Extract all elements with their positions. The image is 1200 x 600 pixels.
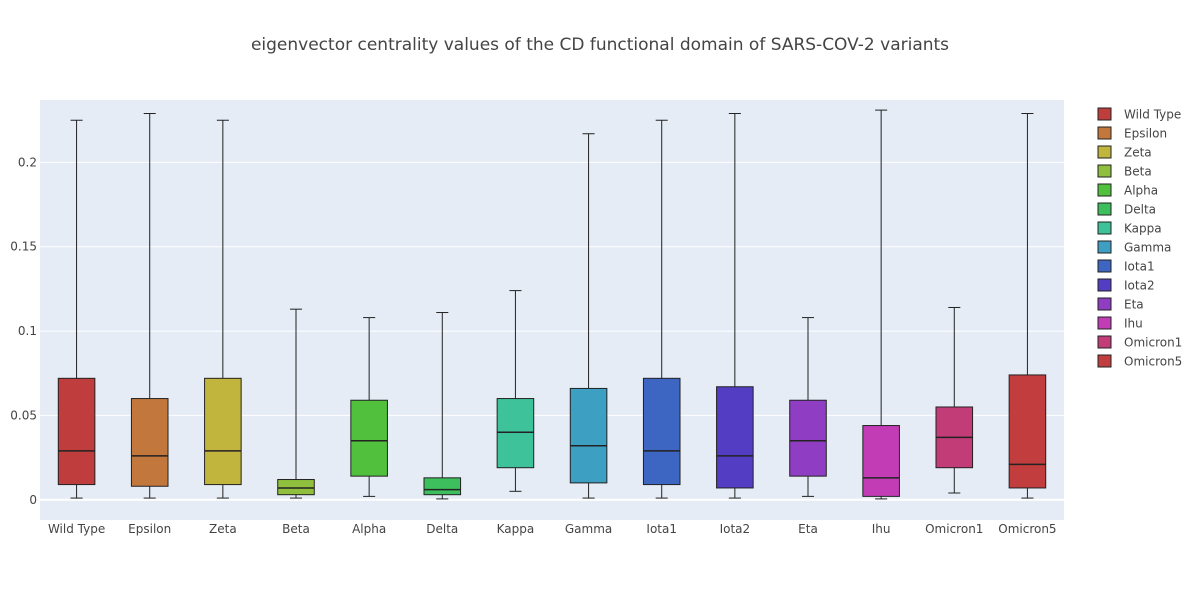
x-tick-label: Ihu [872,522,891,536]
legend-item[interactable]: Beta [1097,164,1152,179]
legend-item[interactable]: Delta [1097,202,1156,217]
legend-label: Eta [1124,298,1144,312]
x-tick-label: Omicron5 [998,522,1056,536]
x-tick-label: Kappa [497,522,535,536]
box-body [569,387,608,484]
legend-item[interactable]: Wild Type [1097,107,1181,122]
box-delta [423,312,462,500]
box-eta [789,317,827,497]
legend-swatch [1097,354,1112,368]
y-tick-label: 0.1 [18,324,37,338]
box-body [350,399,388,477]
y-tick-label: 0.2 [18,155,37,169]
legend-swatch [1097,240,1112,254]
x-tick-label: Delta [426,522,458,536]
x-tick-label: Iota2 [720,522,751,536]
box-alpha [350,317,388,497]
legend-label: Wild Type [1124,108,1181,122]
box-body [1008,374,1047,489]
legend: Wild Type Epsilon Zeta Beta Alpha Delta Kappa G… [1097,107,1182,369]
y-tick-label: 0.05 [10,408,37,422]
legend-label: Iota1 [1124,260,1155,274]
legend-item[interactable]: Epsilon [1097,126,1167,141]
x-tick-label: Beta [282,522,310,536]
x-tick-label: Epsilon [128,522,171,536]
box-gamma [569,133,608,499]
y-tick-label: 0 [29,493,37,507]
legend-label: Zeta [1124,146,1152,160]
box-ihu [862,109,900,500]
legend-swatch [1097,316,1112,330]
box-omicron1 [935,306,974,494]
box-iota1 [642,119,681,499]
box-body [496,398,535,469]
legend-label: Gamma [1124,241,1171,255]
legend-swatch [1097,107,1112,121]
legend-item[interactable]: Gamma [1097,240,1171,255]
legend-label: Alpha [1124,184,1158,198]
legend-swatch [1097,297,1112,311]
legend-label: Beta [1124,165,1152,179]
box-body [423,477,462,496]
x-tick-label: Gamma [565,522,612,536]
legend-label: Iota2 [1124,279,1155,293]
legend-item[interactable]: Zeta [1097,145,1152,160]
box-body [277,479,315,496]
legend-swatch [1097,335,1112,349]
box-epsilon [130,112,169,499]
legend-label: Delta [1124,203,1156,217]
box-body [130,398,169,487]
legend-swatch [1097,221,1112,235]
legend-label: Ihu [1124,317,1143,331]
x-axis-ticks: Wild Type Epsilon Zeta Beta Alpha Delta Kappa G… [48,522,1057,536]
x-tick-label: Alpha [352,522,386,536]
legend-swatch [1097,145,1112,159]
x-tick-label: Zeta [209,522,237,536]
legend-item[interactable]: Alpha [1097,183,1158,198]
y-tick-label: 0.15 [10,240,37,254]
x-tick-label: Eta [798,522,818,536]
legend-label: Omicron5 [1124,355,1182,369]
legend-swatch [1097,183,1112,197]
chart-title: eigenvector centrality values of the CD … [251,35,949,55]
legend-item[interactable]: Omicron5 [1097,354,1182,369]
x-tick-label: Wild Type [48,522,105,536]
box-iota2 [716,112,754,499]
legend-item[interactable]: Kappa [1097,221,1162,236]
legend-swatch [1097,202,1112,216]
legend-item[interactable]: Iota2 [1097,278,1155,293]
legend-item[interactable]: Iota1 [1097,259,1155,274]
plot-area [40,100,1064,520]
box-body [642,377,681,486]
box-zeta [204,119,242,499]
box-wild-type [57,119,96,499]
legend-swatch [1097,259,1112,273]
legend-item[interactable]: Ihu [1097,316,1143,331]
legend-swatch [1097,164,1112,178]
legend-swatch [1097,278,1112,292]
box-series [57,109,1047,500]
legend-item[interactable]: Eta [1097,297,1144,312]
legend-label: Kappa [1124,222,1162,236]
box-body [716,386,754,489]
x-tick-label: Iota1 [646,522,677,536]
box-body [789,399,827,477]
legend-label: Omicron1 [1124,336,1182,350]
x-tick-label: Omicron1 [925,522,983,536]
y-axis-ticks: 0 0.05 0.1 0.15 0.2 [10,155,37,506]
box-body [862,425,900,497]
box-body [57,377,96,486]
legend-swatch [1097,126,1112,140]
box-kappa [496,290,535,492]
box-beta [277,308,315,499]
box-body [204,377,242,486]
legend-label: Epsilon [1124,127,1167,141]
box-omicron5 [1008,112,1047,499]
legend-item[interactable]: Omicron1 [1097,335,1182,350]
